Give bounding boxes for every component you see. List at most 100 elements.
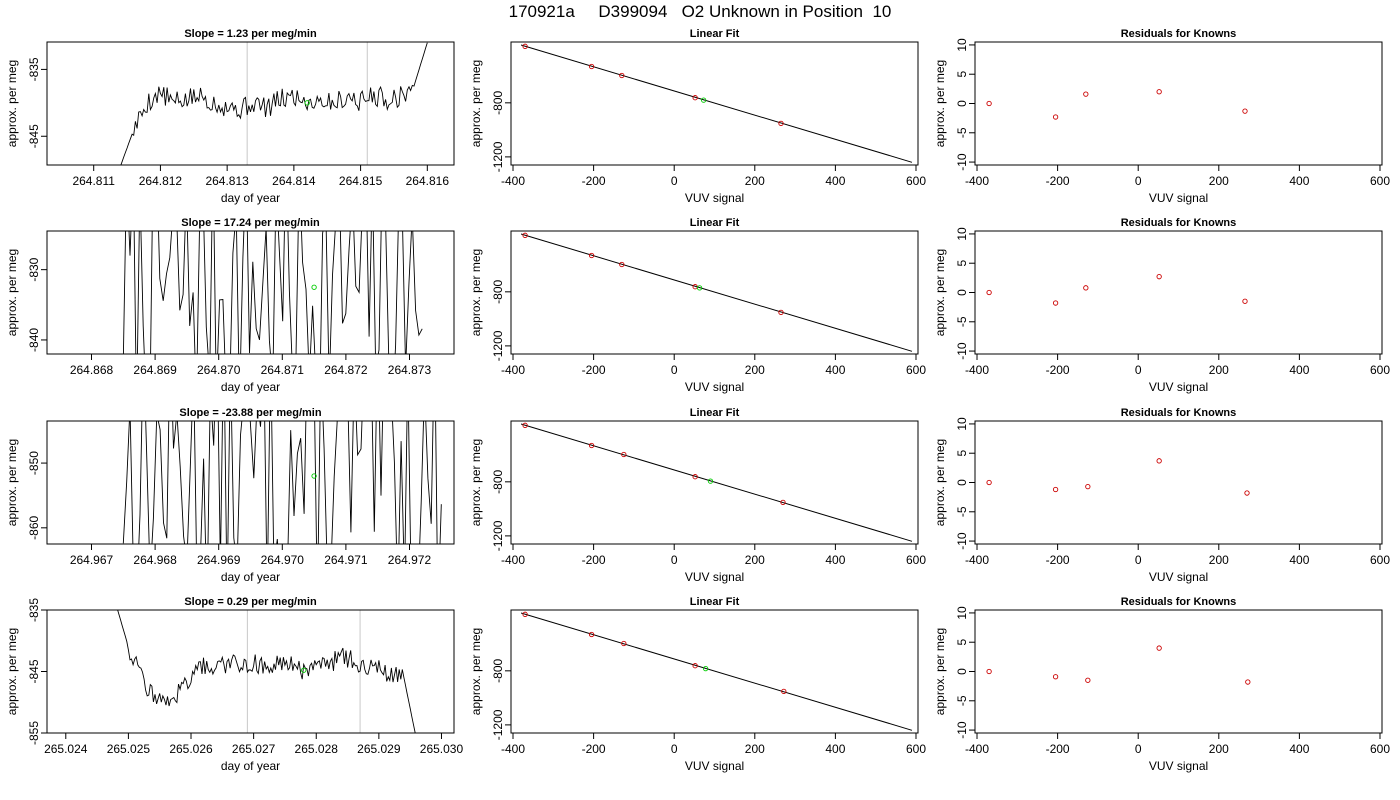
y-axis-label: approx. per meg (469, 60, 483, 147)
x-tick-label: -200 (1046, 174, 1070, 188)
known-point (780, 499, 786, 506)
x-tick-label: -400 (965, 363, 989, 377)
x-tick-label: 200 (745, 363, 765, 377)
residual-point (986, 100, 992, 107)
y-tick-label: -1200 (491, 520, 505, 551)
panel-title: Slope = 1.23 per meg/min (184, 28, 317, 40)
plot-frame (974, 420, 1383, 545)
y-tick-label: 0 (955, 100, 969, 107)
x-tick-label: 0 (671, 553, 678, 567)
x-tick-label: 264.972 (388, 553, 432, 567)
residual-point (986, 479, 992, 486)
panel-residuals-1: Residuals for Knowns -400 -200 0 200 400 600 10… (933, 28, 1390, 205)
plot-area (122, 231, 423, 354)
x-tick-label: 265.030 (420, 742, 464, 756)
panel-residuals-4: Residuals for Knowns -400 -200 0 200 400 600 10… (933, 596, 1390, 773)
panel-title: Linear Fit (690, 596, 740, 608)
residual-point (1083, 91, 1089, 97)
x-tick-label: 264.968 (133, 553, 177, 567)
panel-linear-fit-3: Linear Fit -400 -200 0 200 400 600 -800 -1200 VUV… (469, 407, 926, 584)
y-tick-label: 10 (955, 417, 969, 431)
x-tick-label: 265.024 (44, 742, 88, 756)
panel-linear-fit-1: Linear Fit -400 -200 0 200 400 600 -800 -1200 VUV… (469, 28, 926, 205)
y-tick-label: -10 (955, 532, 969, 550)
residual-point (1242, 298, 1248, 304)
residual-point (1052, 300, 1059, 306)
x-axis-label: day of year (221, 380, 280, 394)
y-tick-label: 10 (955, 606, 969, 620)
x-tick-label: 600 (1370, 553, 1390, 567)
y-tick-label: -1200 (491, 141, 505, 172)
panel-title: Slope = 0.29 per meg/min (184, 596, 317, 608)
y-tick-label: -830 (27, 257, 41, 281)
panel-title: Slope = -23.88 per meg/min (179, 407, 321, 419)
plot-area (122, 421, 442, 544)
x-tick-label: -200 (1046, 553, 1070, 567)
known-point (692, 474, 698, 480)
panel-residuals-3: Residuals for Knowns -400 -200 0 200 400 600 10… (933, 407, 1390, 584)
x-tick-label: 264.969 (197, 553, 241, 567)
x-tick-label: -400 (965, 174, 989, 188)
unknown-point (700, 97, 707, 103)
panel-title: Slope = 17.24 per meg/min (181, 217, 320, 229)
x-tick-label: 0 (671, 174, 678, 188)
y-tick-label: -800 (491, 469, 505, 493)
x-axis-label: VUV signal (1149, 191, 1208, 205)
fit-line (520, 44, 913, 163)
x-tick-label: 200 (745, 174, 765, 188)
plot-area (520, 422, 913, 542)
x-tick-label: 400 (825, 174, 845, 188)
y-tick-label: -845 (27, 659, 41, 683)
y-axis-label: approx. per meg (5, 60, 19, 147)
y-axis-label: approx. per meg (933, 439, 947, 526)
residual-point (1242, 108, 1248, 114)
plot-area (986, 458, 1250, 496)
x-tick-label: 200 (1209, 363, 1229, 377)
x-tick-label: 0 (1135, 742, 1142, 756)
x-tick-label: 0 (1135, 174, 1142, 188)
x-tick-label: 600 (1370, 742, 1390, 756)
residual-point (1052, 114, 1059, 120)
panel-title: Linear Fit (690, 217, 740, 229)
x-tick-label: 265.029 (357, 742, 401, 756)
residual-point (1245, 679, 1251, 685)
x-axis-label: VUV signal (685, 191, 744, 205)
panel-time-series-3: Slope = -23.88 per meg/min 264.967 264.968… (5, 407, 455, 584)
data-trace (120, 42, 428, 165)
y-tick-label: -835 (27, 598, 41, 622)
page-title: 170921a D399094 O2 Unknown in Position 1… (508, 2, 892, 21)
x-axis-label: VUV signal (685, 759, 744, 773)
plot-frame (510, 420, 919, 545)
x-tick-label: -200 (582, 553, 606, 567)
x-tick-label: -400 (501, 363, 525, 377)
residual-point (1156, 89, 1162, 95)
y-tick-label: -10 (955, 721, 969, 739)
x-tick-label: 600 (1370, 174, 1390, 188)
y-tick-label: -800 (491, 658, 505, 682)
x-tick-label: 264.869 (133, 363, 177, 377)
y-axis-label: approx. per meg (469, 628, 483, 715)
y-tick-label: 0 (955, 479, 969, 486)
known-point (778, 120, 784, 127)
residual-point (1156, 274, 1162, 280)
x-tick-label: 265.026 (169, 742, 213, 756)
y-axis-label: approx. per meg (469, 439, 483, 526)
unknown-point (301, 667, 307, 673)
x-tick-label: 400 (825, 553, 845, 567)
unknown-point (304, 100, 310, 106)
x-tick-label: 265.028 (295, 742, 339, 756)
known-point (619, 72, 625, 79)
y-axis-label: approx. per meg (5, 439, 19, 526)
residual-point (1083, 285, 1089, 291)
data-trace (117, 610, 416, 733)
plot-frame (46, 230, 455, 355)
panel-linear-fit-4: Linear Fit -400 -200 0 200 400 600 -800 -1200 VUV… (469, 596, 926, 773)
x-tick-label: 400 (1289, 174, 1309, 188)
x-tick-label: 200 (745, 553, 765, 567)
panel-title: Residuals for Knowns (1121, 407, 1237, 419)
y-tick-label: -1200 (491, 709, 505, 740)
residual-point (1052, 486, 1059, 493)
x-tick-label: 264.873 (388, 363, 432, 377)
unknown-point (702, 666, 709, 672)
